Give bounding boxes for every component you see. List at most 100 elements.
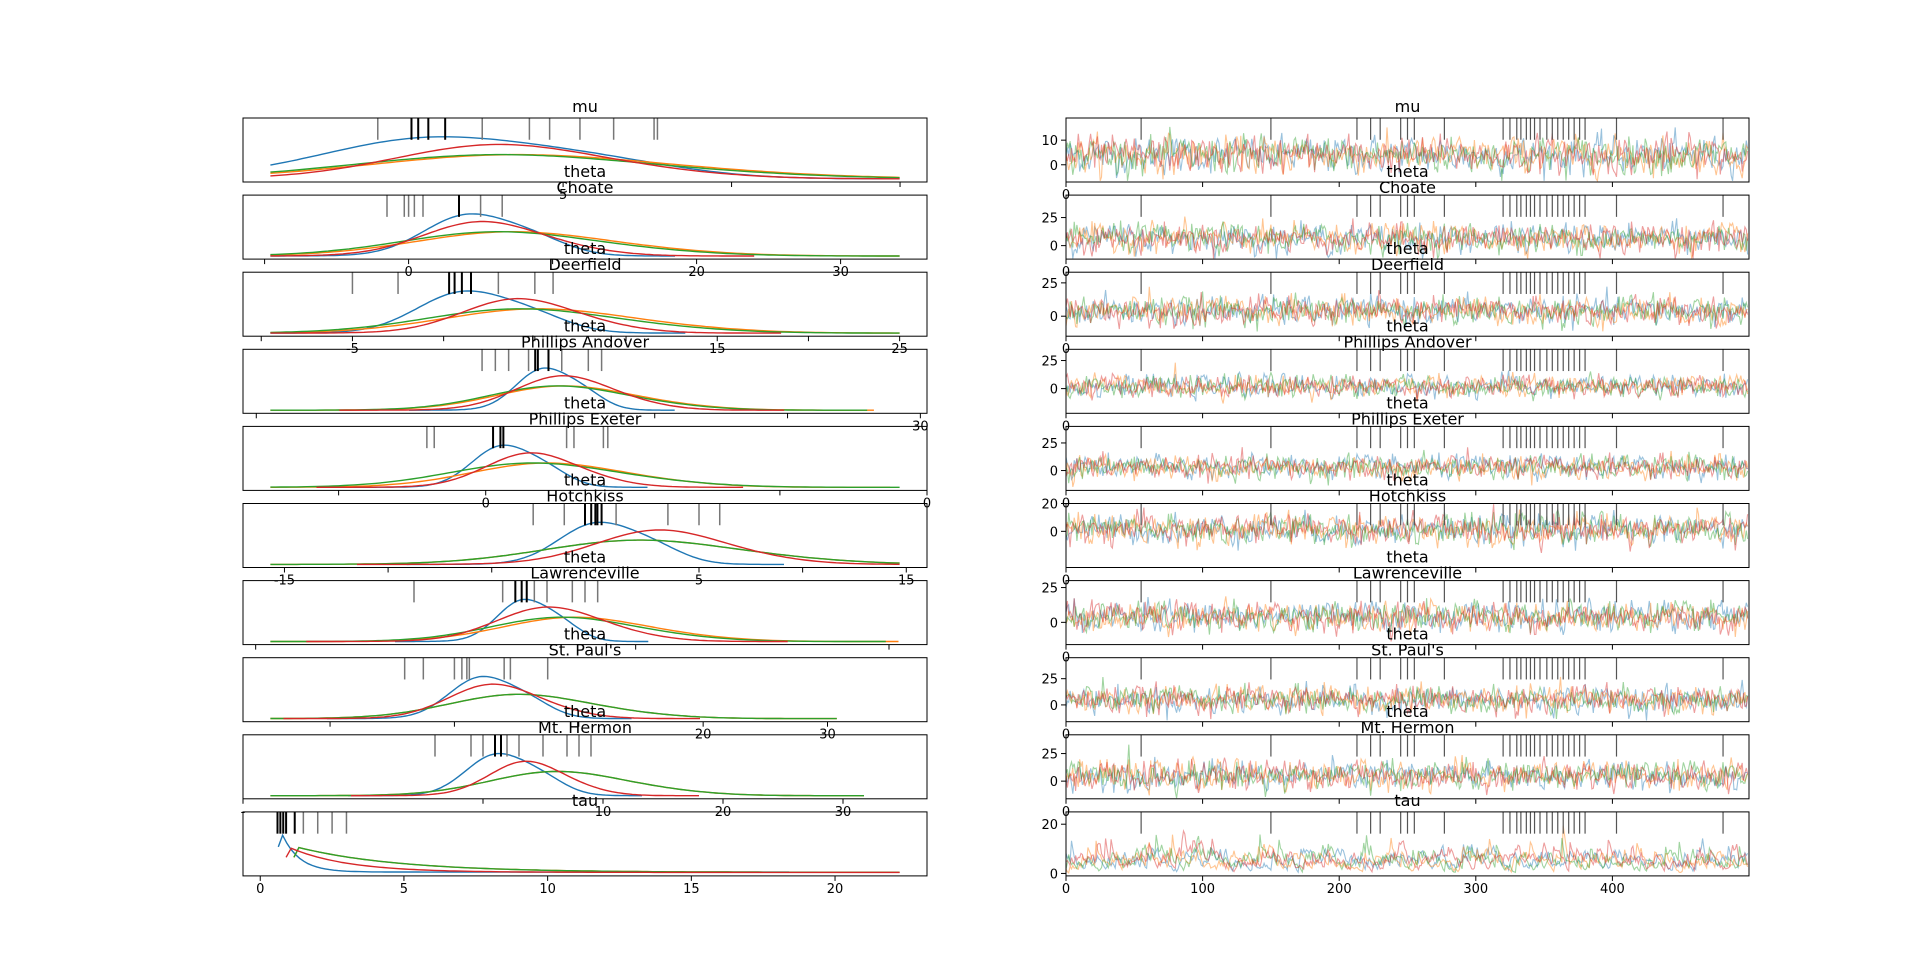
density-subtitle: Hotchkiss [546, 487, 623, 506]
trace-ytick-label: 25 [1041, 277, 1058, 292]
trace-subtitle: Phillips Andover [1343, 332, 1471, 351]
trace-chain-3-8 [1065, 755, 1749, 796]
trace-chain-3-5 [1065, 504, 1749, 554]
density-title: theta [564, 548, 606, 567]
trace-subtitle: Deerfield [1371, 255, 1444, 274]
trace-chain-2-6 [1065, 598, 1749, 635]
density-axes-7 [242, 657, 928, 723]
trace-ytick-label: 0 [1050, 525, 1058, 540]
trace-chain-1-0 [1065, 127, 1749, 183]
trace-title: theta [1386, 316, 1428, 335]
trace-axes-5 [1065, 503, 1750, 568]
trace-xtick-label: 100 [1190, 882, 1215, 897]
density-title: theta [564, 702, 606, 721]
trace-ytick-label: 0 [1050, 775, 1058, 790]
density-title: theta [564, 393, 606, 412]
trace-chain-1-8 [1065, 754, 1749, 796]
trace-xtick-label: 400 [1600, 882, 1625, 897]
trace-title: theta [1386, 625, 1428, 644]
density-axes-6 [242, 580, 928, 646]
trace-chain-3-6 [1065, 598, 1749, 642]
trace-chain-3-0 [1065, 131, 1749, 180]
trace-chain-3-3 [1065, 371, 1749, 402]
kde-chain-3-8 [351, 760, 699, 797]
trace-axes-2 [1065, 271, 1750, 337]
trace-chain-3-4 [1065, 447, 1749, 484]
trace-title: theta [1386, 702, 1428, 721]
trace-chain-2-4 [1065, 449, 1749, 486]
trace-subtitle: Phillips Exeter [1351, 409, 1464, 428]
trace-ytick-label: 25 [1041, 582, 1058, 597]
trace-chain-3-7 [1065, 681, 1749, 720]
trace-chain-0-6 [1065, 597, 1749, 636]
trace-axes-9 [1065, 811, 1750, 877]
trace-subtitle: Mt. Hermon [1361, 718, 1455, 737]
trace-chain-0-0 [1065, 127, 1749, 181]
trace-chain-1-5 [1065, 507, 1749, 551]
trace-xtick-label: 200 [1327, 882, 1352, 897]
density-panel-0: 5mu [242, 97, 928, 203]
trace-chain-0-1 [1065, 218, 1749, 259]
kde-chain-0-9 [277, 833, 790, 873]
trace-title: theta [1386, 471, 1428, 490]
trace-chain-0-8 [1065, 754, 1748, 794]
trace-ytick-label: 25 [1041, 748, 1058, 763]
density-title: theta [564, 625, 606, 644]
trace-axes-6 [1065, 580, 1750, 646]
trace-chain-3-9 [1065, 829, 1749, 874]
kde-chain-2-1 [270, 231, 900, 257]
density-title: mu [572, 97, 598, 116]
trace-title: tau [1394, 791, 1420, 810]
trace-subtitle: St. Paul's [1371, 641, 1444, 660]
density-title: theta [564, 162, 606, 181]
trace-xtick-label: 0 [1062, 882, 1070, 897]
trace-axes-4 [1065, 425, 1750, 491]
trace-ytick-label: 25 [1041, 673, 1058, 688]
density-subtitle: Mt. Hermon [538, 718, 632, 737]
trace-chain-1-7 [1065, 676, 1749, 719]
density-axes-1 [242, 194, 928, 260]
density-axes-3 [242, 348, 928, 414]
trace-chain-1-1 [1065, 216, 1749, 260]
trace-axes-7 [1065, 657, 1750, 723]
density-subtitle: Phillips Exeter [529, 409, 642, 428]
trace-axes-0 [1065, 117, 1750, 183]
trace-chain-1-6 [1065, 596, 1749, 638]
kde-chain-0-3 [409, 367, 675, 411]
kde-chain-1-9 [293, 846, 900, 873]
density-subtitle: St. Paul's [549, 641, 622, 660]
density-axes-5 [242, 503, 928, 568]
density-axes-8 [242, 734, 928, 800]
trace-chain-1-4 [1065, 450, 1749, 487]
trace-chain-0-2 [1065, 286, 1748, 331]
trace-title: mu [1395, 97, 1421, 116]
kde-chain-2-9 [293, 846, 900, 873]
density-subtitle: Phillips Andover [521, 332, 649, 351]
trace-ytick-label: 0 [1050, 867, 1058, 882]
density-xtick-label: 15 [683, 882, 700, 897]
trace-chain-2-3 [1065, 370, 1748, 402]
trace-ytick-label: 25 [1041, 355, 1058, 370]
density-axes-0 [242, 117, 928, 183]
density-xtick-label: 0 [256, 882, 264, 897]
trace-subtitle: Choate [1379, 178, 1436, 197]
density-xtick-label: 5 [400, 882, 408, 897]
trace-chain-1-3 [1065, 362, 1749, 404]
trace-ytick-label: 0 [1050, 383, 1058, 398]
kde-chain-3-2 [270, 297, 782, 334]
trace-chain-1-2 [1065, 286, 1748, 332]
density-axes-9 [242, 811, 928, 877]
kde-chain-3-4 [316, 452, 744, 488]
trace-chain-3-2 [1065, 290, 1749, 330]
trace-title: theta [1386, 548, 1428, 567]
density-panel-9: 0 5 10 15 20 tau [242, 791, 928, 897]
trace-ytick-label: 0 [1050, 310, 1058, 325]
kde-chain-2-7 [270, 693, 837, 720]
